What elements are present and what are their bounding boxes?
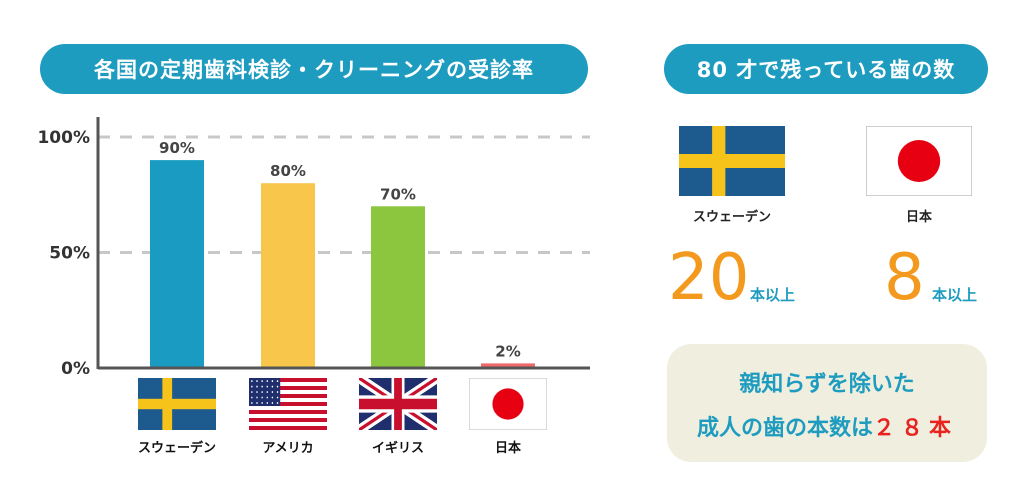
x-category-label: スウェーデン <box>138 440 216 456</box>
usa-flag-icon <box>249 378 327 434</box>
japan-flag-icon <box>468 377 548 434</box>
sweden-label: スウェーデン <box>692 210 771 225</box>
note-box: 親知らずを除いた 成人の歯の本数は２８本 <box>667 344 987 462</box>
bar-2 <box>261 183 315 368</box>
y-tick-label: 100% <box>37 128 90 148</box>
note-line-2-prefix: 成人の歯の本数は <box>696 416 873 441</box>
y-tick-label: 0% <box>61 359 90 379</box>
x-category-label: 日本 <box>495 440 521 456</box>
uk-flag-icon <box>357 373 439 435</box>
x-category-label: イギリス <box>372 440 424 456</box>
japan-teeth-number: 8 <box>884 241 925 315</box>
japan-flag-icon <box>865 125 973 197</box>
y-tick-label: 50% <box>49 244 90 264</box>
sweden-teeth-number: 20 <box>668 241 750 315</box>
note-line-2: 成人の歯の本数は２８本 <box>667 410 987 442</box>
note-line-1: 親知らずを除いた <box>739 372 915 397</box>
japan-teeth-unit: 本以上 <box>932 286 978 304</box>
bar-4 <box>481 363 535 368</box>
x-category-label: アメリカ <box>262 441 313 456</box>
bar-3 <box>371 206 425 368</box>
bar-1 <box>150 160 204 368</box>
note-highlight-count: ２８本 <box>873 416 958 441</box>
teeth-count-title-banner: 80 才で残っている歯の数 <box>664 44 988 94</box>
bar-value-label: 70% <box>380 185 416 203</box>
bar-value-label: 90% <box>159 139 195 157</box>
sweden-flag-icon <box>679 126 785 196</box>
bar-value-label: 80% <box>270 162 306 180</box>
sweden-teeth-unit: 本以上 <box>750 286 796 304</box>
chart-title-banner: 各国の定期歯科検診・クリーニングの受診率 <box>40 44 588 94</box>
japan-label: 日本 <box>905 210 932 225</box>
bar-value-label: 2% <box>495 342 520 360</box>
bar-chart: 0% 50% 100% 90% スウェーデン 80% アメリカ 70% イギリス 2% 日本 <box>37 117 590 456</box>
sweden-flag-icon <box>138 378 216 434</box>
